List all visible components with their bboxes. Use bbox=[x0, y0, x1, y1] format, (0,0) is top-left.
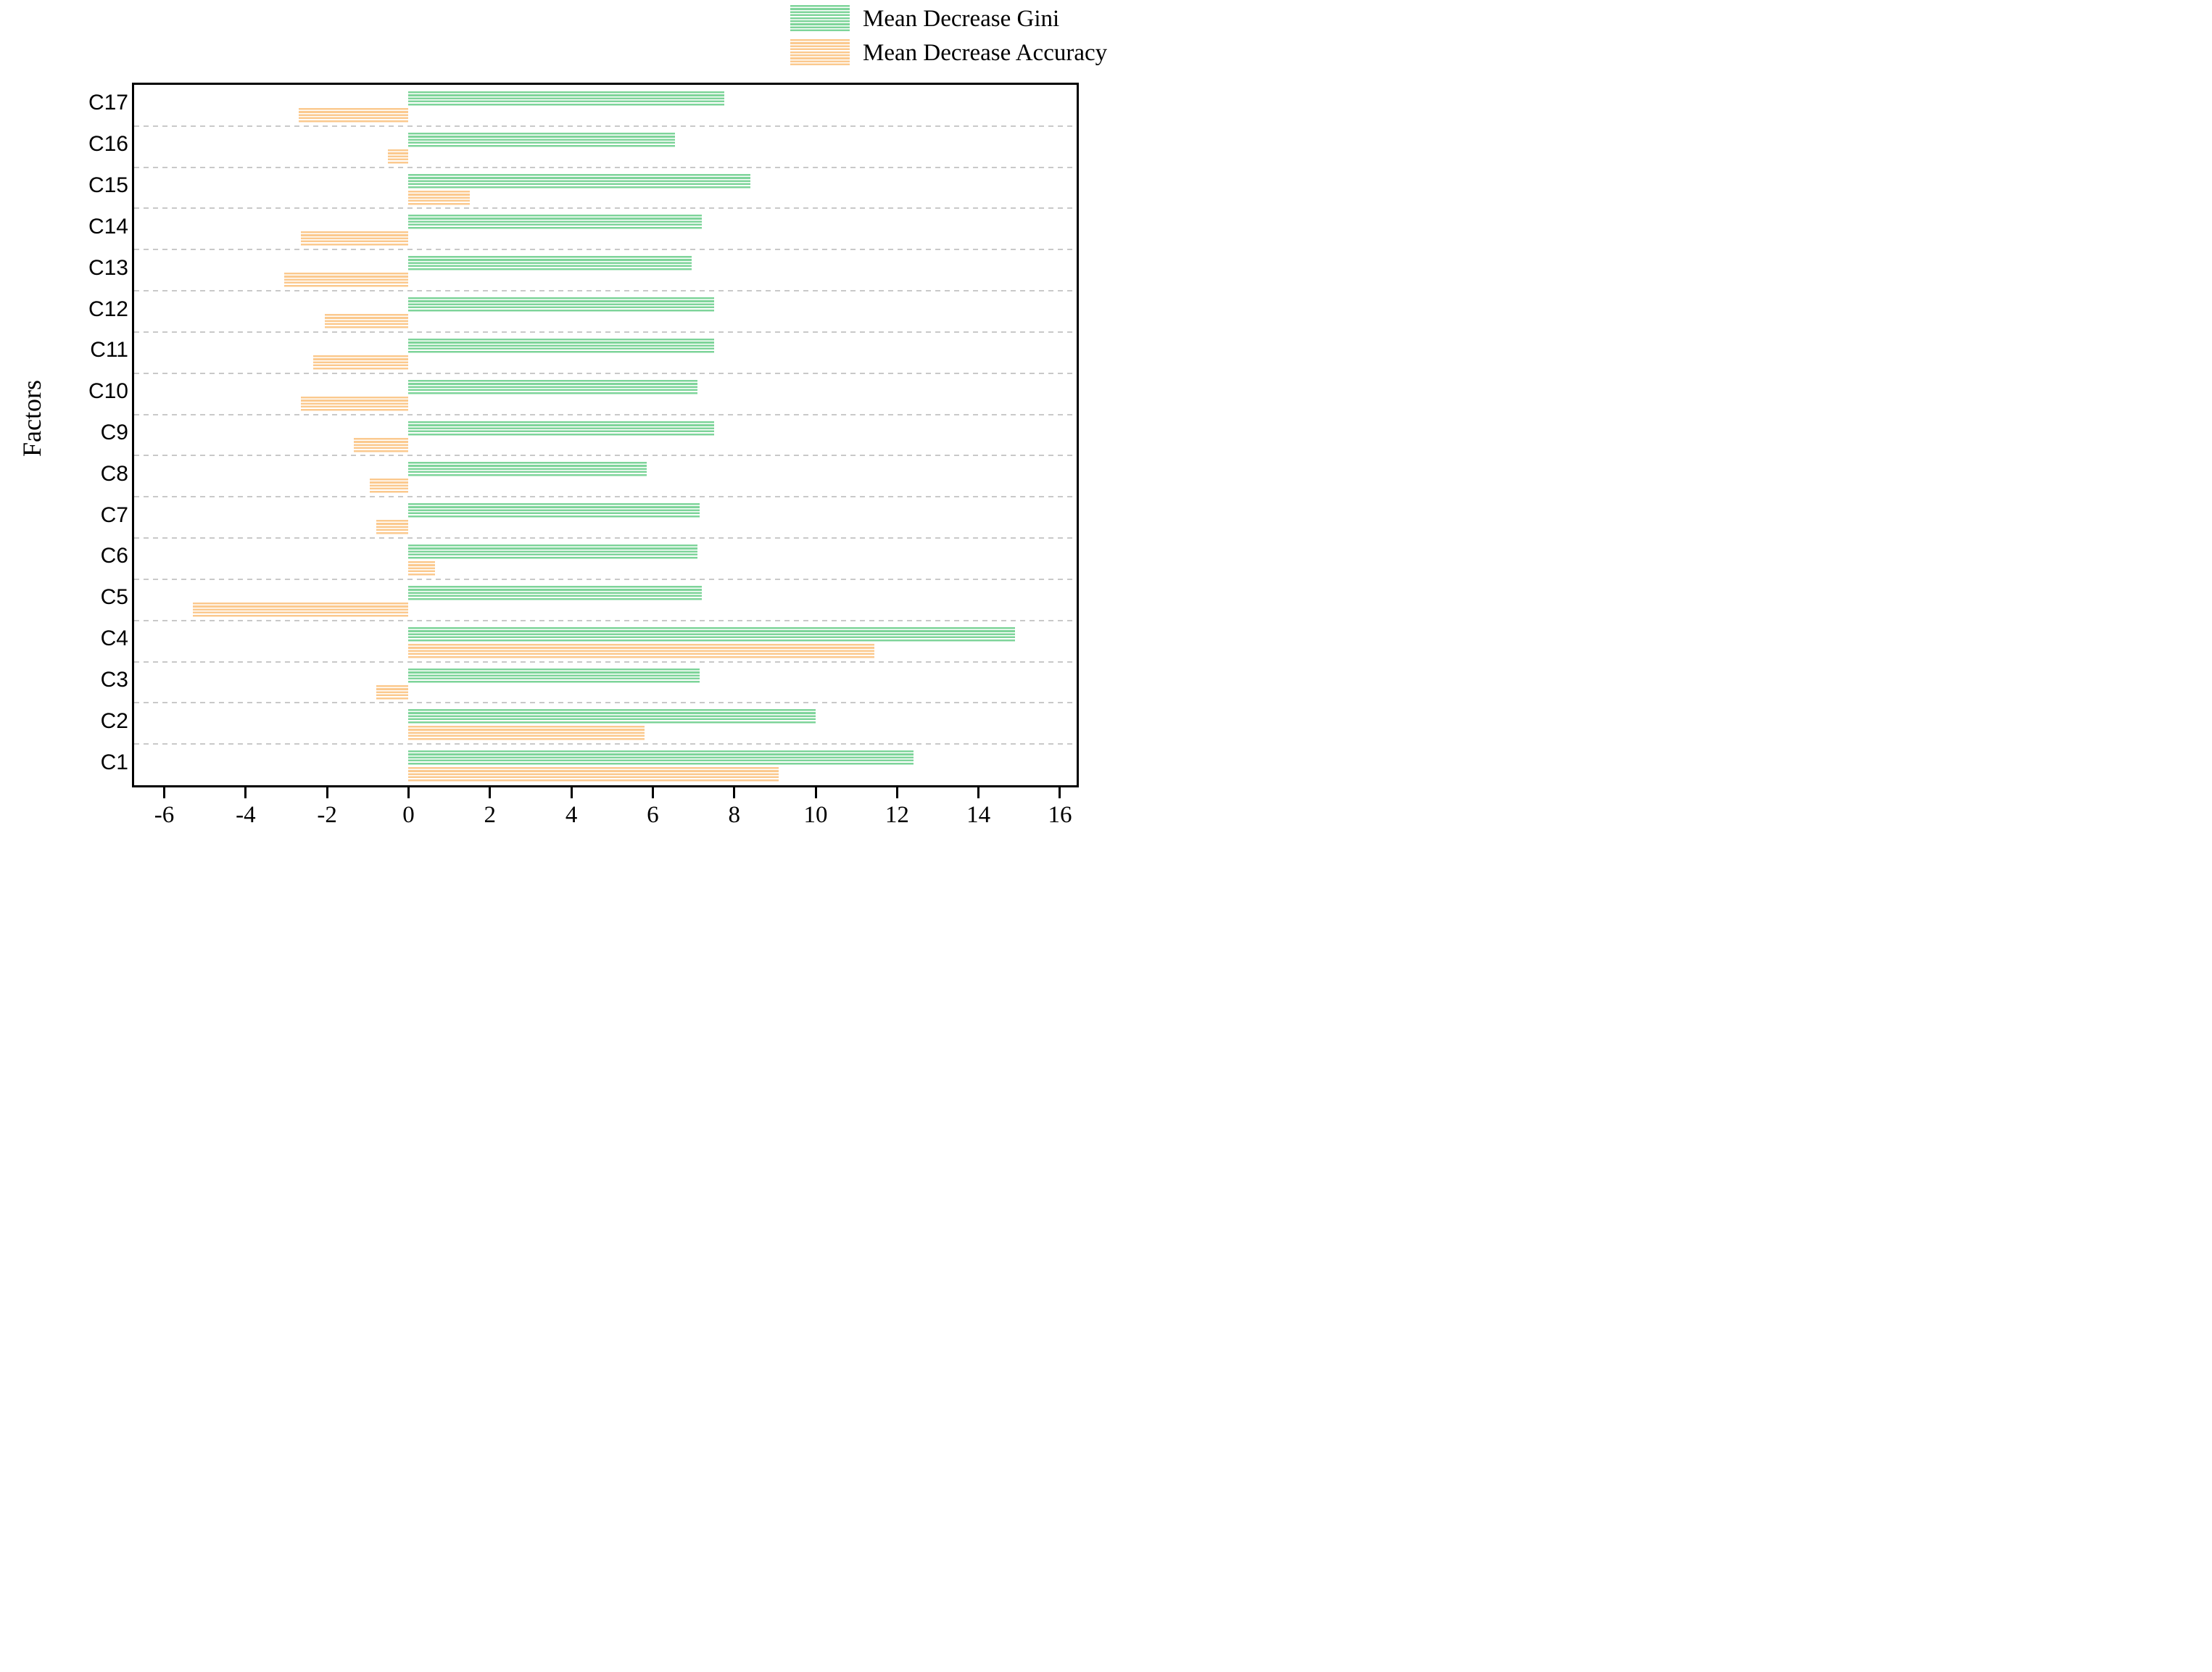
bar-accuracy-c2 bbox=[408, 726, 645, 742]
legend-item-accuracy: Mean Decrease Accuracy bbox=[790, 38, 1107, 67]
row-separator-line bbox=[134, 743, 1077, 745]
row-separator-line bbox=[134, 166, 1077, 168]
y-tick-label-c7: C7 bbox=[100, 502, 128, 527]
x-tick-label-4: 4 bbox=[565, 802, 578, 828]
y-tick-label-c13: C13 bbox=[88, 255, 128, 280]
x-tick-mark bbox=[163, 785, 166, 798]
x-tick-label-8: 8 bbox=[728, 802, 740, 828]
bar-accuracy-c5 bbox=[192, 602, 409, 618]
bar-accuracy-c12 bbox=[325, 314, 409, 330]
bar-gini-c15 bbox=[408, 173, 751, 189]
bar-gini-c8 bbox=[408, 462, 647, 478]
row-separator-line bbox=[134, 661, 1077, 663]
bar-gini-c2 bbox=[408, 709, 816, 725]
y-tick-label-c6: C6 bbox=[100, 544, 128, 568]
bar-accuracy-c16 bbox=[388, 149, 409, 165]
bar-gini-c5 bbox=[408, 585, 702, 601]
bar-gini-c9 bbox=[408, 421, 714, 436]
x-tick-label-2: 2 bbox=[484, 802, 497, 828]
bar-accuracy-c8 bbox=[370, 479, 409, 494]
gini-swatch-icon bbox=[790, 5, 850, 33]
x-tick-mark bbox=[326, 785, 328, 798]
bar-accuracy-c4 bbox=[408, 643, 875, 659]
bar-accuracy-c6 bbox=[408, 561, 435, 577]
x-tick-mark bbox=[407, 785, 410, 798]
bar-gini-c12 bbox=[408, 297, 714, 313]
bar-gini-c1 bbox=[408, 750, 914, 766]
y-tick-label-c10: C10 bbox=[88, 379, 128, 404]
x-tick-label-12: 12 bbox=[885, 802, 909, 828]
bar-gini-c6 bbox=[408, 545, 698, 560]
x-tick-label-6: 6 bbox=[647, 802, 659, 828]
importance-bar-chart: Factors Mean Decrease Gini Mean Decrease… bbox=[0, 0, 1107, 836]
y-tick-label-c16: C16 bbox=[88, 132, 128, 157]
row-separator-line bbox=[134, 496, 1077, 498]
y-tick-label-c3: C3 bbox=[100, 667, 128, 692]
bar-gini-c4 bbox=[408, 626, 1016, 642]
y-tick-label-c15: C15 bbox=[88, 173, 128, 198]
bar-gini-c14 bbox=[408, 215, 702, 231]
x-tick-label--6: -6 bbox=[154, 802, 175, 828]
plot-area bbox=[132, 83, 1079, 787]
y-tick-label-c5: C5 bbox=[100, 585, 128, 610]
legend-label-gini: Mean Decrease Gini bbox=[863, 5, 1060, 32]
row-separator-line bbox=[134, 413, 1077, 415]
bar-gini-c10 bbox=[408, 379, 698, 395]
bar-accuracy-c15 bbox=[408, 190, 470, 206]
x-tick-label-14: 14 bbox=[966, 802, 991, 828]
x-tick-label--4: -4 bbox=[236, 802, 256, 828]
accuracy-swatch-icon bbox=[790, 39, 850, 67]
x-tick-label-10: 10 bbox=[803, 802, 828, 828]
y-tick-label-c4: C4 bbox=[100, 626, 128, 651]
x-tick-mark bbox=[977, 785, 980, 798]
bar-gini-c11 bbox=[408, 338, 714, 354]
bar-accuracy-c3 bbox=[376, 684, 409, 700]
y-tick-label-c12: C12 bbox=[88, 297, 128, 321]
row-separator-line bbox=[134, 702, 1077, 704]
x-tick-mark bbox=[651, 785, 654, 798]
bar-gini-c7 bbox=[408, 503, 700, 519]
row-separator-line bbox=[134, 372, 1077, 374]
y-tick-label-c11: C11 bbox=[90, 338, 128, 363]
x-tick-mark bbox=[570, 785, 573, 798]
row-separator-line bbox=[134, 331, 1077, 333]
x-tick-mark bbox=[733, 785, 736, 798]
bar-accuracy-c11 bbox=[312, 355, 409, 371]
y-tick-label-c1: C1 bbox=[100, 750, 128, 774]
x-tick-mark bbox=[895, 785, 898, 798]
row-separator-line bbox=[134, 207, 1077, 210]
row-separator-line bbox=[134, 537, 1077, 539]
y-tick-label-c14: C14 bbox=[88, 214, 128, 239]
x-tick-mark bbox=[1059, 785, 1061, 798]
bar-accuracy-c17 bbox=[298, 108, 409, 123]
bar-accuracy-c7 bbox=[376, 520, 409, 536]
x-tick-mark bbox=[814, 785, 817, 798]
legend-label-accuracy: Mean Decrease Accuracy bbox=[863, 39, 1108, 66]
bar-accuracy-c10 bbox=[300, 396, 409, 412]
row-separator-line bbox=[134, 249, 1077, 251]
row-separator-line bbox=[134, 125, 1077, 127]
bar-accuracy-c1 bbox=[408, 767, 779, 783]
bar-accuracy-c13 bbox=[284, 273, 409, 289]
x-tick-label-0: 0 bbox=[402, 802, 415, 828]
bar-gini-c17 bbox=[408, 91, 724, 107]
row-separator-line bbox=[134, 578, 1077, 580]
legend-item-gini: Mean Decrease Gini bbox=[790, 4, 1059, 33]
y-tick-label-c17: C17 bbox=[88, 91, 128, 115]
x-tick-label--2: -2 bbox=[317, 802, 337, 828]
x-tick-label-16: 16 bbox=[1048, 802, 1072, 828]
y-tick-label-c8: C8 bbox=[100, 461, 128, 486]
row-separator-line bbox=[134, 455, 1077, 457]
x-tick-mark bbox=[489, 785, 492, 798]
bar-accuracy-c9 bbox=[353, 437, 409, 453]
bar-gini-c13 bbox=[408, 256, 692, 272]
x-tick-mark bbox=[244, 785, 247, 798]
row-separator-line bbox=[134, 290, 1077, 292]
y-tick-label-c2: C2 bbox=[100, 708, 128, 733]
bar-accuracy-c14 bbox=[300, 231, 409, 247]
y-tick-label-c9: C9 bbox=[100, 421, 128, 444]
bar-gini-c16 bbox=[408, 132, 676, 148]
bar-gini-c3 bbox=[408, 668, 700, 684]
row-separator-line bbox=[134, 619, 1077, 621]
